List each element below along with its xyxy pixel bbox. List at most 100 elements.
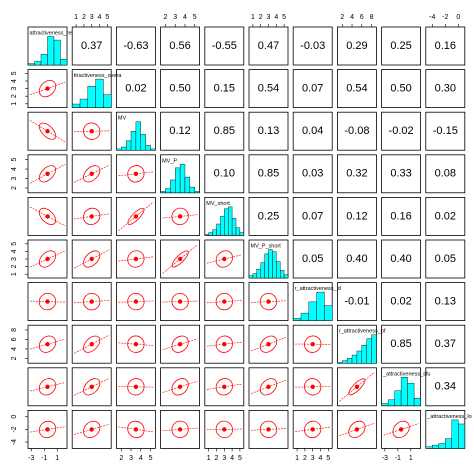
hist-bar (165, 188, 171, 193)
x-tick-label: 4 (183, 14, 187, 21)
hist-bar (387, 399, 395, 406)
correlation-ellipse (38, 250, 57, 268)
center-point (45, 129, 50, 134)
correlation: 0.40 (390, 253, 411, 265)
fit-line (29, 164, 66, 184)
panel (116, 196, 156, 236)
correlation: 0.07 (302, 83, 323, 95)
panel (425, 154, 466, 194)
correlation-ellipse (215, 378, 233, 396)
ellipse-group (127, 335, 145, 353)
y-tick-label: -2 (11, 426, 18, 432)
hist-bar (438, 443, 446, 449)
hist-bar (179, 164, 186, 194)
correlation-ellipse (83, 378, 101, 396)
hist-bar (103, 94, 112, 108)
hist-bar (394, 390, 402, 406)
correlation: 0.08 (435, 168, 456, 180)
correlation: 0.10 (214, 168, 235, 180)
panel (27, 111, 68, 151)
correlation-ellipse (127, 378, 145, 396)
correlation-ellipse (38, 378, 57, 396)
hist-bar (458, 423, 465, 449)
hist-bar (231, 218, 237, 236)
panel (160, 26, 201, 66)
correlation: -0.01 (344, 296, 369, 308)
hist-bar (276, 261, 281, 279)
hist-bar (248, 275, 254, 279)
hist-bar (27, 63, 35, 66)
panel (248, 367, 289, 407)
hist-bar (60, 59, 68, 66)
correlation-ellipse (392, 420, 410, 439)
correlation: -0.55 (212, 40, 237, 52)
hist-bar (160, 191, 166, 193)
hist-bar (400, 377, 408, 406)
hist-bar (260, 262, 265, 279)
hist-bar (150, 148, 156, 151)
x-tick-label: 2 (259, 14, 263, 21)
panel (27, 154, 68, 194)
correlation: -0.08 (344, 125, 369, 137)
hist-bar (300, 312, 310, 321)
fit-line (74, 165, 110, 183)
variable-label: _attractiveness_lo (426, 414, 471, 420)
y-tick-label: 4 (11, 79, 18, 83)
panel (116, 69, 156, 108)
y-tick-label: 4 (11, 167, 18, 171)
correlation-ellipse (215, 420, 233, 439)
correlation: 0.16 (435, 40, 456, 52)
hist-bar (371, 334, 377, 364)
center-point (89, 129, 94, 134)
hist-bar (239, 232, 244, 236)
correlation-ellipse (127, 250, 145, 268)
correlation-ellipse (215, 292, 233, 311)
y-tick-label: 1 (11, 272, 18, 276)
center-point (89, 214, 94, 219)
ellipse-group (304, 335, 322, 353)
y-tick-label: 2 (11, 94, 18, 98)
ellipse-group (38, 79, 57, 98)
panel (248, 154, 289, 194)
correlation-ellipse (127, 165, 145, 183)
x-tick-label: 3 (222, 455, 226, 462)
hist-bar (346, 358, 353, 364)
fit-line (339, 422, 375, 436)
x-tick-label: 5 (105, 14, 109, 21)
ellipse-group (38, 335, 57, 353)
x-tick-label: -4 (429, 14, 435, 21)
correlation-ellipse (259, 292, 278, 311)
x-tick-label: 8 (370, 14, 374, 21)
y-tick-label: 3 (11, 257, 18, 261)
correlation: 0.33 (390, 168, 411, 180)
x-tick-label: 3 (129, 455, 133, 462)
correlation: 0.47 (258, 40, 279, 52)
x-tick-label: 2 (215, 455, 219, 462)
panel (336, 26, 377, 66)
ellipse-group (215, 335, 233, 353)
center-point (45, 427, 50, 432)
correlation: 0.12 (169, 125, 190, 137)
center-point (133, 342, 139, 347)
correlation-ellipse (127, 292, 145, 311)
correlation: 0.50 (169, 83, 190, 95)
panel (425, 367, 466, 407)
panel (204, 367, 245, 407)
center-point (266, 299, 271, 304)
correlation-ellipse (304, 335, 322, 353)
y-tick-label: 8 (11, 328, 18, 332)
hist-bar (413, 398, 421, 406)
fit-line (250, 337, 287, 352)
x-tick-label: -1 (395, 455, 401, 462)
hist-bar (116, 148, 122, 151)
correlation-ellipse (259, 378, 278, 396)
ellipse-group (171, 250, 189, 268)
correlation-ellipse (38, 79, 57, 98)
hist-bar (220, 216, 225, 236)
panel (381, 26, 422, 66)
hist-bar (79, 98, 89, 108)
ellipse-group (38, 122, 57, 140)
x-tick-label: 2 (164, 14, 168, 21)
panel (71, 154, 112, 194)
